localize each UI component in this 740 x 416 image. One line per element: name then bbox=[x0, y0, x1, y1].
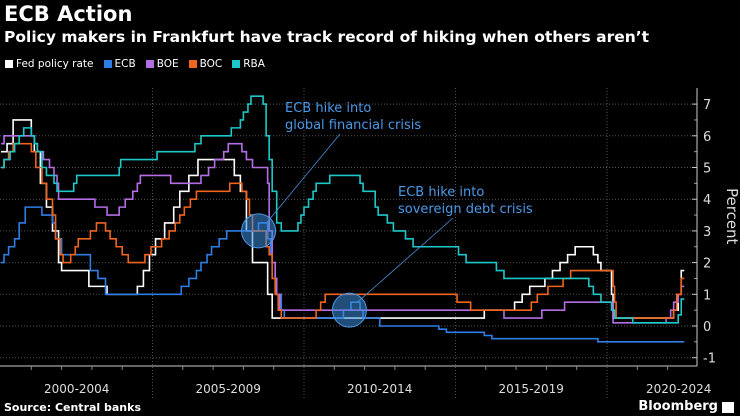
chart-title: ECB Action bbox=[4, 2, 133, 26]
x-period-label: 2005-2009 bbox=[196, 382, 261, 396]
legend: Fed policy rate ECB BOE BOC RBA bbox=[5, 58, 265, 70]
series-line-boe bbox=[1, 135, 685, 324]
y-tick-label: 7 bbox=[703, 98, 711, 113]
y-tick-label: 2 bbox=[703, 257, 711, 272]
series-line-rba bbox=[1, 95, 685, 324]
y-tick-label: 0 bbox=[703, 320, 711, 335]
y-tick-label: 5 bbox=[703, 162, 711, 177]
annotation-text: ECB hike into bbox=[398, 185, 484, 200]
series-line-fed-policy-rate bbox=[1, 119, 685, 319]
chart-subtitle: Policy makers in Frankfurt have track re… bbox=[4, 28, 650, 46]
legend-label: ECB bbox=[114, 58, 136, 70]
bloomberg-logo: Bloomberg bbox=[638, 399, 718, 414]
legend-item: ECB bbox=[103, 58, 136, 70]
legend-swatch bbox=[145, 60, 154, 68]
annotation-leader-line bbox=[266, 133, 341, 224]
y-tick-label: 4 bbox=[703, 193, 711, 208]
x-period-label: 2020-2024 bbox=[646, 382, 711, 396]
annotation-text: sovereign debt crisis bbox=[398, 202, 533, 217]
legend-label: RBA bbox=[243, 58, 265, 70]
legend-item: Fed policy rate bbox=[5, 58, 94, 70]
legend-item: BOC bbox=[188, 58, 223, 70]
y-tick-label: 3 bbox=[703, 225, 711, 240]
y-tick-label: 6 bbox=[703, 130, 711, 145]
y-axis-label: Percent bbox=[723, 188, 740, 245]
legend-swatch bbox=[232, 60, 241, 68]
legend-swatch bbox=[188, 60, 197, 68]
legend-label: Fed policy rate bbox=[16, 58, 94, 70]
legend-label: BOE bbox=[156, 58, 179, 70]
series-line-ecb bbox=[1, 206, 685, 343]
annotation-text: global financial crisis bbox=[285, 118, 421, 133]
x-period-label: 2000-2004 bbox=[44, 382, 109, 396]
legend-label: BOC bbox=[199, 58, 223, 70]
annotation-text: ECB hike into bbox=[285, 101, 371, 116]
annotation-leader-line bbox=[357, 217, 454, 303]
legend-item: BOE bbox=[145, 58, 179, 70]
x-period-label: 2010-2014 bbox=[347, 382, 412, 396]
series-line-boc bbox=[1, 142, 685, 319]
y-tick-label: 1 bbox=[703, 288, 711, 303]
source-note: Source: Central banks bbox=[4, 401, 142, 414]
legend-swatch bbox=[5, 60, 13, 68]
legend-swatch bbox=[103, 60, 112, 68]
legend-item: RBA bbox=[232, 58, 265, 70]
bloomberg-logo-square-icon bbox=[722, 402, 734, 413]
annotation-highlight-circle bbox=[241, 213, 277, 249]
x-period-label: 2015-2019 bbox=[499, 382, 564, 396]
y-tick-label: -1 bbox=[703, 352, 716, 367]
